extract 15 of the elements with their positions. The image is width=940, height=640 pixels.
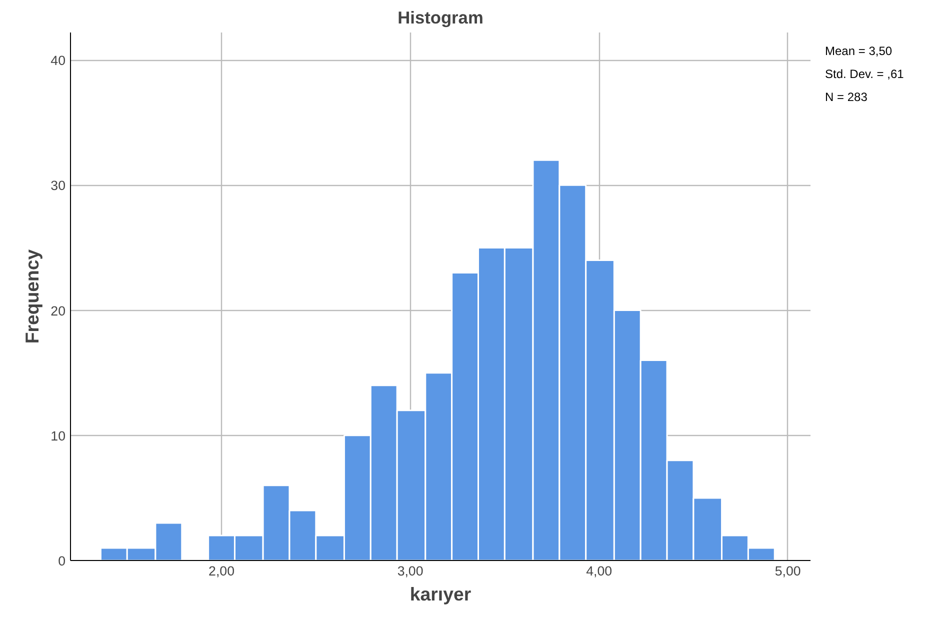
y-tick-label: 20: [50, 303, 66, 318]
y-tick-label: 0: [58, 554, 66, 568]
y-tick-label: 40: [50, 53, 66, 68]
text: N = 283: [825, 90, 868, 104]
chart-title: Histogram: [398, 8, 484, 28]
x-tick-label: 5,00: [774, 564, 801, 578]
text: Std. Dev. = ,61: [825, 67, 904, 81]
x-tick-label: 4,00: [586, 564, 612, 578]
y-axis-title: Frequency: [22, 248, 43, 344]
x-tick-label: 2,00: [208, 564, 235, 578]
x-tick-label: 3,00: [397, 564, 424, 578]
y-tick-label: 30: [50, 178, 66, 194]
text: Mean = 3,50: [825, 44, 892, 58]
y-tick-label: 10: [50, 428, 66, 444]
x-axis-title: karıyer: [410, 584, 472, 604]
